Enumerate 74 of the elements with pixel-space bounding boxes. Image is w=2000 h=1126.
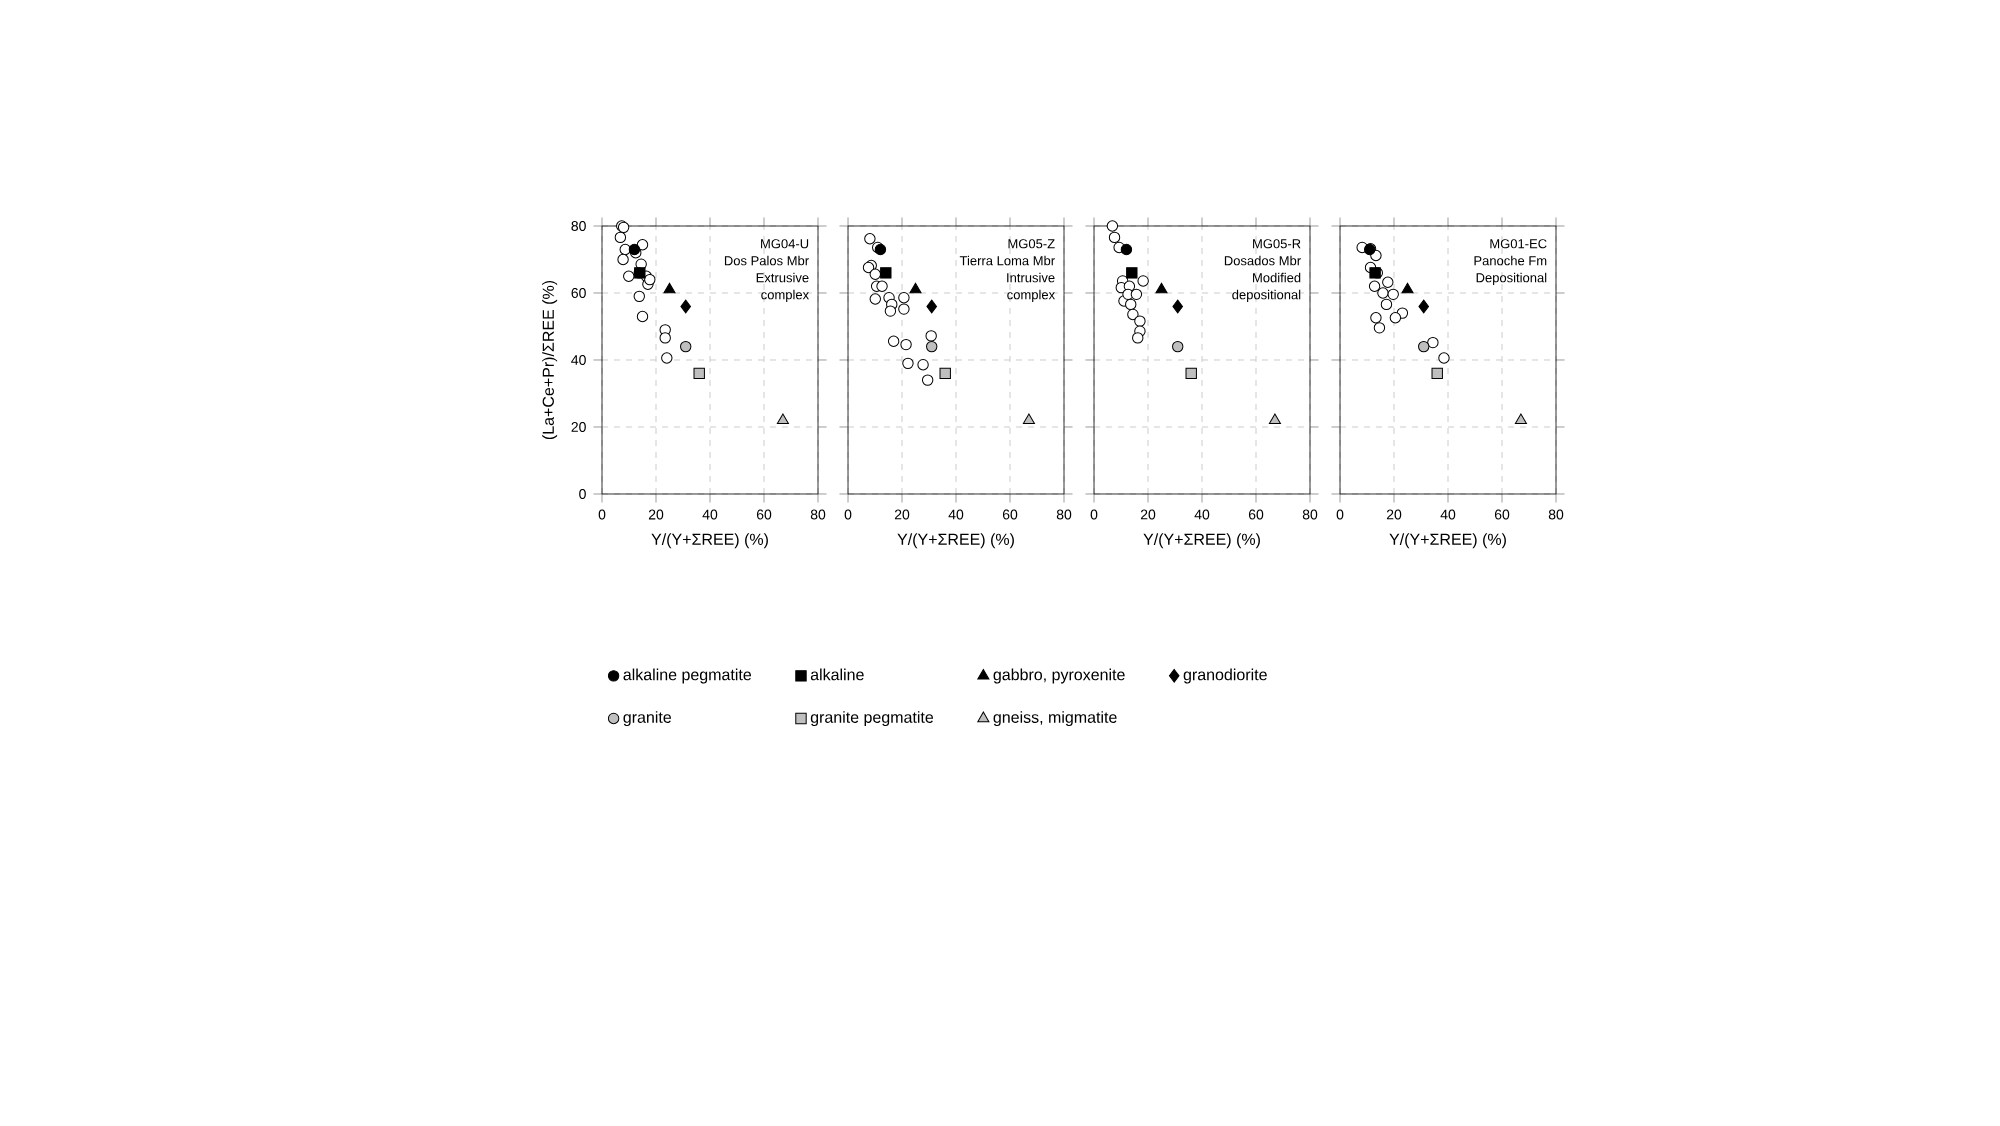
point — [1172, 340, 1184, 353]
point — [1120, 243, 1133, 256]
point — [1418, 340, 1430, 353]
point — [1370, 312, 1382, 324]
point — [1368, 280, 1381, 292]
point — [902, 357, 914, 370]
point — [900, 338, 912, 351]
x-axis-title: Y/(Y+ΣREE) (%) — [1143, 533, 1260, 549]
point — [1389, 312, 1402, 324]
point — [623, 270, 635, 282]
legend-label: granite pegmatite — [810, 711, 934, 727]
point — [1514, 413, 1527, 424]
point — [614, 231, 627, 244]
point — [659, 332, 671, 344]
point — [921, 374, 934, 386]
x-axis-title: Y/(Y+ΣREE) (%) — [1389, 533, 1506, 549]
point — [1132, 332, 1144, 344]
x-axis-title: Y/(Y+ΣREE) (%) — [651, 533, 768, 549]
point — [1137, 275, 1149, 287]
point — [1438, 352, 1450, 364]
point — [776, 413, 789, 424]
point — [1130, 288, 1143, 301]
point — [864, 233, 876, 245]
point — [1127, 308, 1139, 321]
point — [1380, 298, 1393, 311]
point — [1387, 288, 1399, 301]
legend-label: granodiorite — [1183, 668, 1267, 684]
point — [1022, 413, 1035, 424]
point — [636, 239, 649, 251]
legend-label: alkaline — [810, 668, 864, 681]
point — [680, 299, 692, 314]
point — [1126, 267, 1138, 279]
point — [1382, 276, 1394, 288]
point — [869, 268, 881, 280]
point — [1185, 367, 1197, 380]
legend-label: gabbro, pyroxenite — [993, 668, 1125, 684]
point — [1431, 367, 1443, 380]
point — [636, 310, 649, 323]
point — [1427, 336, 1439, 349]
point — [880, 267, 892, 279]
legend-label: gneiss, migmatite — [993, 711, 1117, 727]
point — [1377, 287, 1389, 299]
point — [617, 253, 629, 266]
point — [876, 280, 888, 292]
point — [898, 303, 910, 315]
point — [925, 330, 937, 342]
legend-label: granite — [623, 711, 672, 727]
point — [917, 358, 929, 371]
point — [661, 352, 673, 364]
point — [887, 335, 900, 347]
point — [1134, 315, 1146, 327]
point — [909, 282, 922, 294]
point — [663, 282, 676, 294]
point — [1106, 220, 1119, 232]
point — [1155, 282, 1168, 294]
point — [926, 299, 938, 314]
point — [693, 367, 705, 380]
point — [939, 367, 951, 380]
point — [1401, 282, 1414, 294]
point — [680, 340, 692, 353]
x-axis-title: Y/(Y+ΣREE) (%) — [897, 533, 1014, 549]
point — [1125, 298, 1137, 311]
point — [1172, 299, 1184, 314]
point — [869, 293, 881, 305]
point — [633, 290, 645, 303]
point — [1108, 231, 1121, 244]
point — [1373, 322, 1386, 334]
point — [1268, 413, 1281, 424]
y-axis-title: (La+Ce+Pr)/ΣREE (%) — [542, 280, 558, 440]
point — [884, 305, 897, 317]
point — [926, 340, 938, 353]
point — [898, 291, 910, 304]
legend-label: alkaline pegmatite — [623, 668, 752, 684]
point — [1418, 299, 1430, 314]
